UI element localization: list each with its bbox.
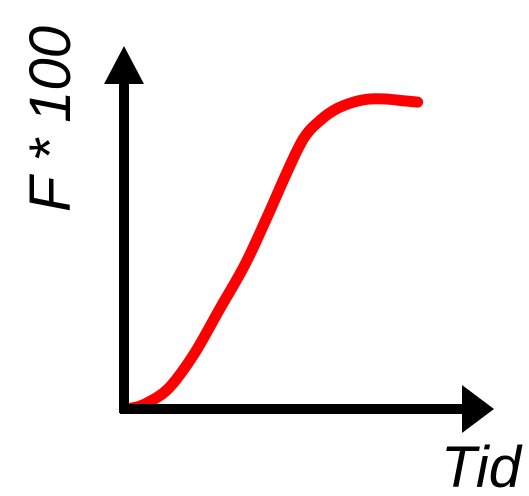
y-axis-arrow-icon [104,46,144,84]
x-axis-arrow-icon [462,385,494,433]
plot-series-group [124,93,424,414]
y-axis-label: F * 100 [18,26,83,212]
series-line-0 [124,93,424,414]
x-axis-label: Tid [441,435,523,496]
